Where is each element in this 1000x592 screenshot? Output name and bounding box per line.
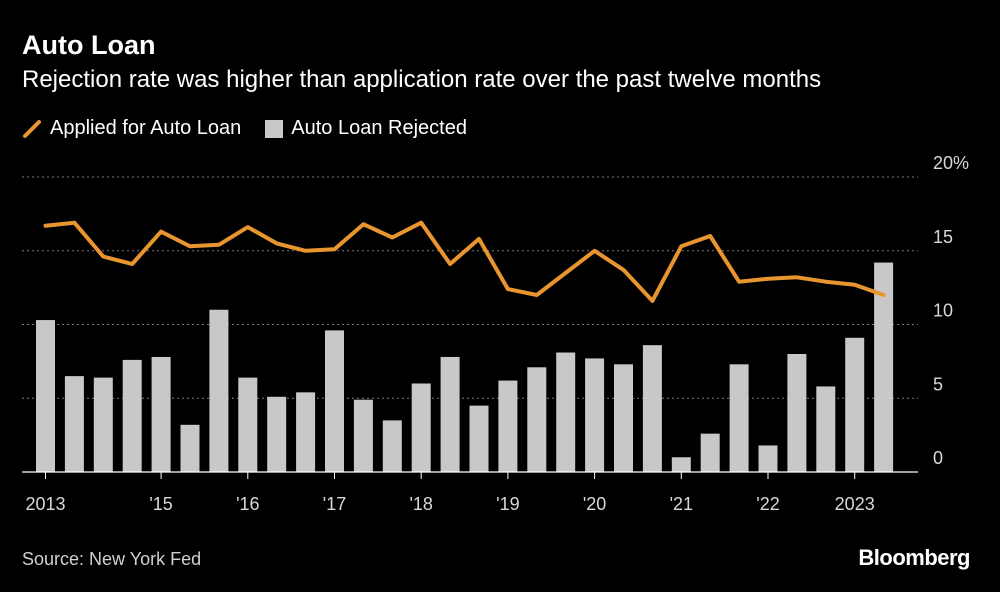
bar bbox=[642, 345, 662, 472]
y-tick-label: 5 bbox=[933, 374, 943, 394]
y-tick-label: 0 bbox=[933, 448, 943, 468]
bar bbox=[238, 377, 258, 472]
y-tick-label: 20% bbox=[933, 153, 969, 173]
x-tick-label: '22 bbox=[756, 494, 779, 514]
bar bbox=[469, 405, 489, 472]
legend-label-rejected: Auto Loan Rejected bbox=[291, 117, 467, 139]
y-tick-label: 15 bbox=[933, 227, 953, 247]
bar bbox=[671, 457, 691, 472]
bar bbox=[700, 433, 720, 472]
bar bbox=[556, 352, 576, 472]
y-tick-label: 10 bbox=[933, 301, 953, 321]
bar bbox=[411, 383, 431, 472]
bar bbox=[64, 376, 84, 472]
bar bbox=[729, 364, 749, 472]
x-tick-label: '15 bbox=[149, 494, 172, 514]
x-tick-label: '16 bbox=[236, 494, 259, 514]
x-tick-label: '19 bbox=[496, 494, 519, 514]
x-tick-label: '18 bbox=[409, 494, 432, 514]
line-swatch-icon bbox=[23, 119, 41, 138]
bar bbox=[325, 330, 344, 472]
legend-item-applied: Applied for Auto Loan bbox=[22, 117, 241, 140]
x-tick-label: 2023 bbox=[835, 494, 875, 514]
x-tick-label: '21 bbox=[670, 494, 693, 514]
bar bbox=[614, 364, 633, 472]
bar bbox=[382, 420, 402, 472]
bar bbox=[845, 337, 865, 472]
bar bbox=[180, 424, 200, 472]
legend-item-rejected: Auto Loan Rejected bbox=[265, 117, 467, 140]
bar bbox=[527, 367, 547, 472]
bar bbox=[758, 445, 778, 472]
bar bbox=[296, 392, 316, 472]
bar bbox=[787, 354, 807, 472]
chart-title: Auto Loan bbox=[22, 30, 156, 60]
bar bbox=[122, 359, 142, 472]
bar bbox=[209, 309, 229, 472]
bar bbox=[498, 380, 518, 472]
bar bbox=[353, 399, 373, 472]
bar-swatch-icon bbox=[265, 119, 284, 138]
chart-subtitle: Rejection rate was higher than applicati… bbox=[22, 66, 822, 93]
bar bbox=[151, 356, 171, 472]
x-tick-label: 2013 bbox=[25, 494, 65, 514]
x-tick-label: '17 bbox=[323, 494, 346, 514]
bar bbox=[585, 358, 605, 472]
bar bbox=[440, 356, 460, 472]
bar bbox=[93, 377, 113, 472]
series-line-applied bbox=[43, 220, 886, 303]
bloomberg-logo: Bloomberg bbox=[858, 545, 970, 570]
bar bbox=[267, 396, 287, 472]
legend: Applied for Auto Loan Auto Loan Rejected bbox=[22, 117, 491, 140]
bar bbox=[874, 262, 894, 472]
source-note: Source: New York Fed bbox=[22, 549, 202, 569]
legend-label-applied: Applied for Auto Loan bbox=[50, 117, 242, 139]
bar bbox=[36, 320, 55, 472]
x-tick-label: '20 bbox=[583, 494, 606, 514]
bar bbox=[816, 386, 836, 472]
